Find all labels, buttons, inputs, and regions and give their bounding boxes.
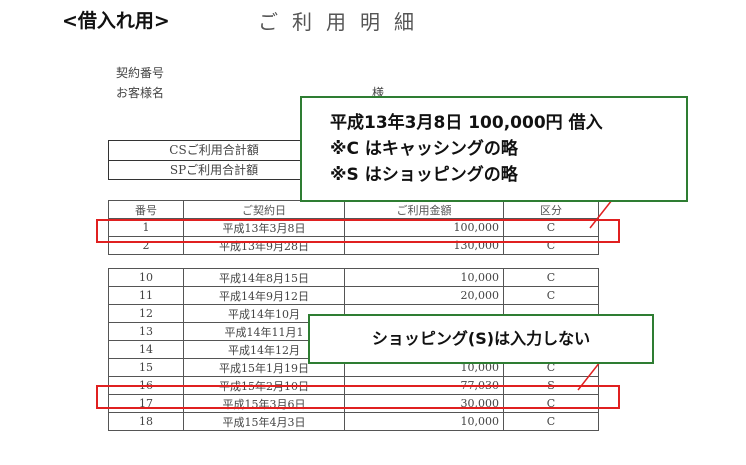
customer-name-label: お客様名 [116,86,165,100]
callout-shopping-note: ショッピング(S)は入力しない [308,314,654,364]
row-date: 平成14年8月15日 [183,268,345,287]
highlight-row-1 [96,219,620,243]
callout-shopping-text: ショッピング(S)は入力しない [371,329,591,348]
row-number: 2 [108,236,184,255]
table-row: 18 平成15年4月3日 10,000 C [108,412,599,431]
contract-number-label: 契約番号 [116,66,165,80]
row-date: 平成13年3月8日 [183,218,345,237]
row-date: 平成14年11月1 [183,322,345,341]
table-header-row: 番号 ご契約日 ご利用金額 区分 [108,200,599,219]
row-date: 平成14年10月 [183,304,345,323]
table-row: 10 平成14年8月15日 10,000 C [108,268,599,287]
table-row: 15 平成15年1月19日 10,000 C [108,358,599,377]
row-date: 平成15年4月3日 [183,412,345,431]
highlight-row-16 [96,385,620,409]
connector-line-1 [589,199,613,229]
row-date: 平成14年12月 [183,340,345,359]
callout-line-cashing: ※C はキャッシングの略 [330,139,518,159]
connector-line-2 [577,361,601,391]
section-heading: <借入れ用> [62,10,170,32]
ledger-table-top: 番号 ご契約日 ご利用金額 区分 1 平成13年3月8日 100,000 C 2… [108,200,599,255]
callout-legend: 平成13年3月8日 100,000円 借入 ※C はキャッシングの略 ※S はシ… [300,96,688,202]
row-category: C [503,236,599,255]
document-title: ご利用明細 [258,10,428,34]
row-category: C [503,412,599,431]
cs-total-label: CSご利用合計額 [109,141,319,161]
sp-total-label: SPご利用合計額 [169,163,259,177]
row-amount: 10,000 [344,412,504,431]
callout-line-borrowing: 平成13年3月8日 100,000円 借入 [330,113,603,133]
row-number: 18 [108,412,184,431]
row-amount: 10,000 [344,268,504,287]
callout-line-shopping: ※S はショッピングの略 [330,165,518,185]
